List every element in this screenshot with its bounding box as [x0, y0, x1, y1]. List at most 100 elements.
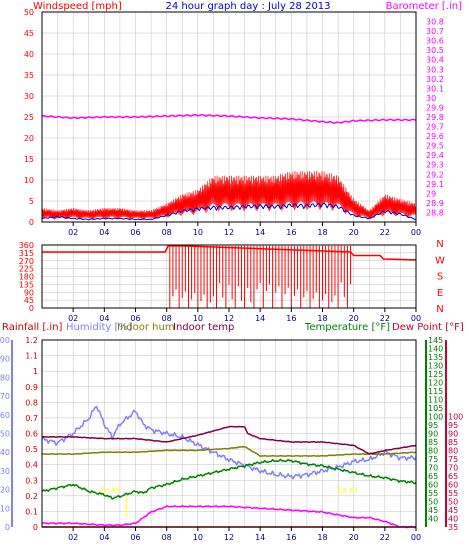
wind-xtick-label: 04 — [99, 228, 109, 237]
temp-xtick-label: 14 — [255, 533, 265, 542]
barometer-tick-label: 29.8 — [426, 113, 444, 122]
rainfall-tick-label: 0.8 — [25, 398, 38, 407]
rainfall-tick-label: 0.7 — [25, 414, 38, 423]
temp-xtick-label: 08 — [162, 533, 172, 542]
dew-point-tick-label: 95 — [448, 421, 458, 430]
barometer-tick-label: 30.3 — [426, 65, 444, 74]
humidity-tick-label: 80 — [0, 373, 10, 382]
direction-tick-label: 45 — [24, 296, 34, 305]
humidity-tick-label: 30 — [0, 467, 10, 476]
windspeed-tick-label: 15 — [24, 155, 34, 164]
temperature-tick-label: 100 — [428, 413, 443, 422]
wind-xtick-label: 08 — [162, 228, 172, 237]
dew-point-tick-label: 35 — [448, 523, 458, 532]
barometer-axis-label: Barometer [.in] — [386, 1, 462, 12]
dew-point-tick-label: 50 — [448, 498, 458, 507]
dew-point-tick-label: 60 — [448, 481, 458, 490]
humidity-tick-label: 10 — [0, 504, 10, 513]
chart-title: 24 hour graph day : July 28 2013 — [165, 1, 330, 12]
barometer-tick-label: 30.1 — [426, 84, 444, 93]
dew-point-tick-label: 75 — [448, 455, 458, 464]
direction-tick-label: 225 — [19, 265, 34, 274]
temperature-tick-label: 75 — [428, 455, 438, 464]
dir-xtick-label: 20 — [349, 314, 359, 323]
barometer-tick-label: 30.2 — [426, 75, 444, 84]
dir-xtick-label: 02 — [68, 314, 78, 323]
dew-point-tick-label: 80 — [448, 447, 458, 456]
dew-point-tick-label: 90 — [448, 430, 458, 439]
temperature-tick-label: 120 — [428, 379, 443, 388]
barometer-tick-label: 30.6 — [426, 37, 444, 46]
dir-xtick-label: 10 — [193, 314, 203, 323]
dir-xtick-label: 04 — [99, 314, 109, 323]
dew-point-tick-label: 65 — [448, 472, 458, 481]
temp-xtick-label: 22 — [380, 533, 390, 542]
direction-tick-label: 0 — [29, 304, 34, 313]
humidity-extremes-annotation: Lo Hi — [337, 485, 357, 494]
humidity-tick-label: 40 — [0, 448, 10, 457]
humidity-tick-label: 90 — [0, 355, 10, 364]
barometer-tick-label: 29 — [426, 189, 436, 198]
wind-xtick-label: 18 — [317, 228, 327, 237]
temp-xtick-label: 10 — [193, 533, 203, 542]
humidity-tick-label: 0 — [5, 523, 10, 532]
barometer-tick-label: 29.4 — [426, 151, 444, 160]
direction-tick-label: 135 — [19, 280, 34, 289]
barometer-series-line — [41, 113, 417, 124]
temp-xtick-label: 16 — [286, 533, 296, 542]
series-layer — [41, 113, 417, 529]
indoor-hum-series-line — [41, 446, 417, 458]
temperature-tick-label: 60 — [428, 481, 438, 490]
rainfall-tick-label: 1.1 — [25, 352, 38, 361]
compass-label: S — [437, 272, 443, 283]
temperature-tick-label: 145 — [428, 336, 443, 345]
temperature-tick-label: 40 — [428, 515, 438, 524]
temperature-tick-label: 140 — [428, 345, 443, 354]
windspeed-tick-label: 0 — [29, 218, 34, 227]
barometer-tick-label: 29.5 — [426, 142, 444, 151]
dew-point-tick-label: 45 — [448, 506, 458, 515]
humidity-tick-label: 60 — [0, 411, 10, 420]
windspeed-tick-label: 35 — [24, 71, 34, 80]
temperature-tick-label: 90 — [428, 430, 438, 439]
compass-label: W — [435, 255, 445, 266]
barometer-tick-label: 29.2 — [426, 170, 444, 179]
wind-xtick-label: 10 — [193, 228, 203, 237]
barometer-tick-label: 30.4 — [426, 56, 444, 65]
rainfall-tick-label: 1.2 — [25, 336, 38, 345]
temp-xtick-label: 04 — [99, 533, 109, 542]
direction-tick-label: 180 — [19, 273, 34, 282]
windspeed-axis-label: Windspeed [mph] — [33, 1, 122, 12]
wind-xtick-label: 20 — [349, 228, 359, 237]
rainfall-axis-label: Rainfall [.in] — [2, 322, 63, 333]
dir-xtick-label: 08 — [162, 314, 172, 323]
dir-xtick-label: 18 — [317, 314, 327, 323]
dew-point-tick-label: 55 — [448, 489, 458, 498]
temperature-tick-label: 85 — [428, 438, 438, 447]
wind-xtick-label: 00 — [411, 228, 421, 237]
temperature-extremes-annotation: Lo Hi — [101, 485, 121, 494]
dew-point-tick-label: 70 — [448, 464, 458, 473]
temp-xtick-label: 20 — [349, 533, 359, 542]
compass-label: E — [437, 288, 443, 299]
compass-label: N — [436, 239, 443, 250]
temperature-tick-label: 130 — [428, 362, 443, 371]
wind-xtick-label: 16 — [286, 228, 296, 237]
barometer-tick-label: 29.3 — [426, 161, 444, 170]
rainfall-tick-label: 0.4 — [25, 461, 38, 470]
temperature-axis-label: Temperature [°F] — [304, 322, 390, 333]
temp-xtick-label: 02 — [68, 533, 78, 542]
wind-xtick-label: 12 — [224, 228, 234, 237]
windspeed-tick-label: 40 — [24, 50, 34, 59]
barometer-tick-label: 28.8 — [426, 208, 444, 217]
direction-tick-label: 270 — [19, 257, 34, 266]
humidity-tick-label: 50 — [0, 430, 10, 439]
windspeed-tick-label: 30 — [24, 92, 34, 101]
dew-point-tick-label: 85 — [448, 438, 458, 447]
wind-xtick-label: 14 — [255, 228, 265, 237]
windspeed-tick-label: 25 — [24, 113, 34, 122]
rainfall-tick-label: 0.5 — [25, 445, 38, 454]
dir-xtick-label: 22 — [380, 314, 390, 323]
